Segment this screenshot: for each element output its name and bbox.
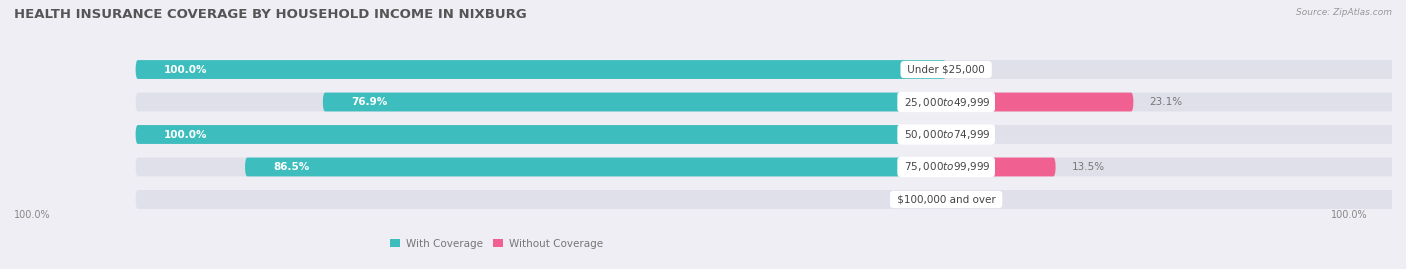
Text: 13.5%: 13.5% xyxy=(1071,162,1105,172)
Text: 0.0%: 0.0% xyxy=(904,194,929,204)
Text: 100.0%: 100.0% xyxy=(165,129,208,140)
Text: 0.0%: 0.0% xyxy=(962,194,988,204)
FancyBboxPatch shape xyxy=(135,125,946,144)
Text: 0.0%: 0.0% xyxy=(962,129,988,140)
Text: 100.0%: 100.0% xyxy=(1331,210,1368,220)
Text: Source: ZipAtlas.com: Source: ZipAtlas.com xyxy=(1296,8,1392,17)
FancyBboxPatch shape xyxy=(135,60,946,79)
Text: 0.0%: 0.0% xyxy=(962,65,988,75)
Text: Under $25,000: Under $25,000 xyxy=(904,65,988,75)
Text: 100.0%: 100.0% xyxy=(14,210,51,220)
FancyBboxPatch shape xyxy=(135,190,1406,209)
FancyBboxPatch shape xyxy=(245,158,946,176)
Text: $25,000 to $49,999: $25,000 to $49,999 xyxy=(901,95,991,108)
FancyBboxPatch shape xyxy=(135,93,1406,111)
Text: HEALTH INSURANCE COVERAGE BY HOUSEHOLD INCOME IN NIXBURG: HEALTH INSURANCE COVERAGE BY HOUSEHOLD I… xyxy=(14,8,527,21)
Legend: With Coverage, Without Coverage: With Coverage, Without Coverage xyxy=(385,235,607,253)
Text: 76.9%: 76.9% xyxy=(352,97,388,107)
FancyBboxPatch shape xyxy=(135,125,1406,144)
Text: 23.1%: 23.1% xyxy=(1150,97,1182,107)
Text: $75,000 to $99,999: $75,000 to $99,999 xyxy=(901,161,991,174)
Text: $100,000 and over: $100,000 and over xyxy=(894,194,998,204)
FancyBboxPatch shape xyxy=(323,93,946,111)
Text: 100.0%: 100.0% xyxy=(165,65,208,75)
FancyBboxPatch shape xyxy=(135,158,1406,176)
FancyBboxPatch shape xyxy=(946,93,1133,111)
Text: $50,000 to $74,999: $50,000 to $74,999 xyxy=(901,128,991,141)
FancyBboxPatch shape xyxy=(946,158,1056,176)
FancyBboxPatch shape xyxy=(135,60,1406,79)
Text: 86.5%: 86.5% xyxy=(273,162,309,172)
